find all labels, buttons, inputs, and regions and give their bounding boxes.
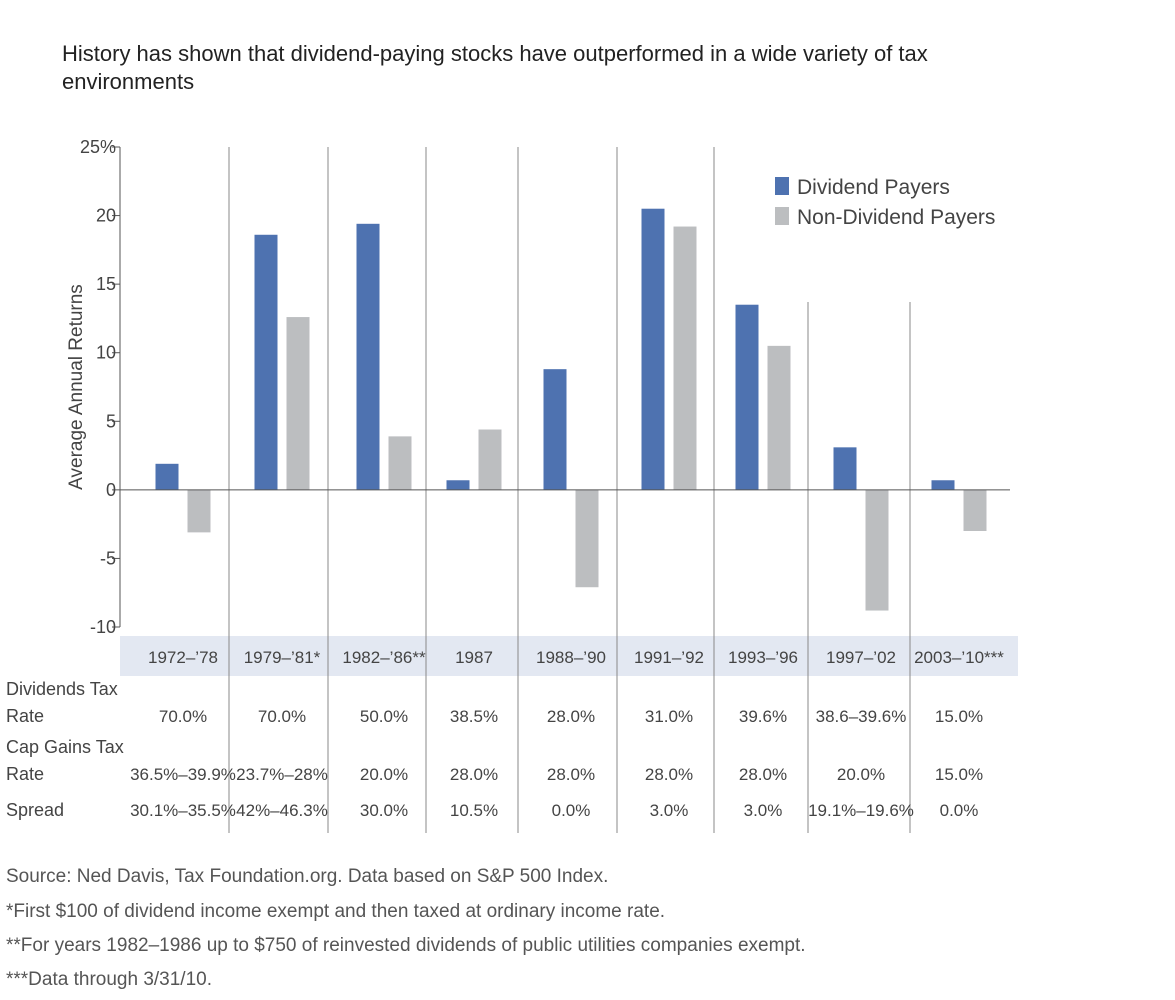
table-row-label: Rate: [6, 706, 44, 726]
table-cell: 0.0%: [940, 801, 979, 820]
table-cell: 15.0%: [935, 707, 983, 726]
y-axis-label: Average Annual Returns: [66, 284, 87, 490]
non-dividend-payers-bar: [673, 226, 697, 490]
non-dividend-payers-bar: [286, 317, 310, 490]
table-cell: 50.0%: [360, 707, 408, 726]
legend-label-non-dividend-payers: Non-Dividend Payers: [797, 206, 995, 229]
table-cell: 70.0%: [159, 707, 207, 726]
table-row-label: Dividends Tax: [6, 679, 118, 699]
table-cell: 15.0%: [935, 765, 983, 784]
table-cell: 28.0%: [739, 765, 787, 784]
table-cell: 42%–46.3%: [236, 801, 328, 820]
non-dividend-payers-bar: [478, 429, 502, 490]
chart-title: History has shown that dividend-paying s…: [62, 41, 928, 94]
category-label: 2003–’10***: [914, 648, 1004, 667]
footnote-1: *First $100 of dividend income exempt an…: [6, 901, 666, 922]
table-cell: 19.1%–19.6%: [808, 801, 914, 820]
dividend-payers-bar: [833, 447, 857, 490]
non-dividend-payers-bar: [388, 436, 412, 490]
table-cell: 20.0%: [837, 765, 885, 784]
table-cell: 38.5%: [450, 707, 498, 726]
category-label: 1972–’78: [148, 648, 218, 667]
y-tick-label: -10: [90, 617, 116, 637]
category-label: 1982–’86**: [342, 648, 426, 667]
table-cell: 0.0%: [552, 801, 591, 820]
table-row-label: Cap Gains Tax: [6, 737, 124, 757]
legend-swatch-dividend-payers: [775, 177, 789, 195]
non-dividend-payers-bar: [865, 489, 889, 611]
legend-label-dividend-payers: Dividend Payers: [797, 176, 950, 199]
dividend-payers-bar: [356, 223, 380, 490]
legend-swatch-non-dividend-payers: [775, 207, 789, 225]
dividend-payers-bar: [254, 234, 278, 490]
dividend-payers-bar: [543, 369, 567, 490]
table-cell: 23.7%–28%: [236, 765, 328, 784]
y-tick-label: 0: [106, 480, 116, 500]
table-cell: 30.1%–35.5%: [130, 801, 236, 820]
category-label: 1997–’02: [826, 648, 896, 667]
non-dividend-payers-bar: [963, 489, 987, 531]
table-cell: 36.5%–39.9%: [130, 765, 236, 784]
table-cell: 3.0%: [744, 801, 783, 820]
table-cell: 28.0%: [450, 765, 498, 784]
y-tick-label: 25%: [80, 137, 116, 157]
table-row-label: Rate: [6, 764, 44, 784]
footnote-3: ***Data through 3/31/10.: [6, 969, 212, 990]
table-cell: 3.0%: [650, 801, 689, 820]
dividend-payers-bar: [641, 208, 665, 490]
y-tick-label: 20: [96, 206, 116, 226]
dividend-payers-bar: [931, 480, 955, 490]
table-cell: 28.0%: [645, 765, 693, 784]
dividend-payers-bar: [446, 480, 470, 490]
y-tick-label: -5: [100, 548, 116, 568]
table-cell: 20.0%: [360, 765, 408, 784]
table-row-label: Spread: [6, 800, 64, 820]
y-tick-label: 15: [96, 274, 116, 294]
dividend-payers-bar: [735, 304, 759, 490]
table-cell: 28.0%: [547, 765, 595, 784]
dividend-payers-bar: [155, 463, 179, 490]
footnote-2: **For years 1982–1986 up to $750 of rein…: [6, 935, 806, 956]
category-label: 1988–’90: [536, 648, 606, 667]
table-cell: 10.5%: [450, 801, 498, 820]
category-label: 1987: [455, 648, 493, 667]
table-cell: 31.0%: [645, 707, 693, 726]
table-cell: 28.0%: [547, 707, 595, 726]
y-tick-label: 10: [96, 343, 116, 363]
category-label: 1993–’96: [728, 648, 798, 667]
non-dividend-payers-bar: [187, 489, 211, 533]
category-label: 1991–’92: [634, 648, 704, 667]
y-tick-label: 5: [106, 411, 116, 431]
chart: 25% 20 15 10 5 0 -5 -10 Average Annual Returns Di…: [6, 137, 1018, 833]
table-cell: 70.0%: [258, 707, 306, 726]
category-band: [120, 636, 1018, 676]
source-note: Source: Ned Davis, Tax Foundation.org. D…: [6, 866, 609, 887]
category-label: 1979–’81*: [244, 648, 321, 667]
table-cell: 30.0%: [360, 801, 408, 820]
non-dividend-payers-bar: [575, 489, 599, 588]
table-cell: 38.6–39.6%: [816, 707, 907, 726]
table-cell: 39.6%: [739, 707, 787, 726]
non-dividend-payers-bar: [767, 345, 791, 490]
